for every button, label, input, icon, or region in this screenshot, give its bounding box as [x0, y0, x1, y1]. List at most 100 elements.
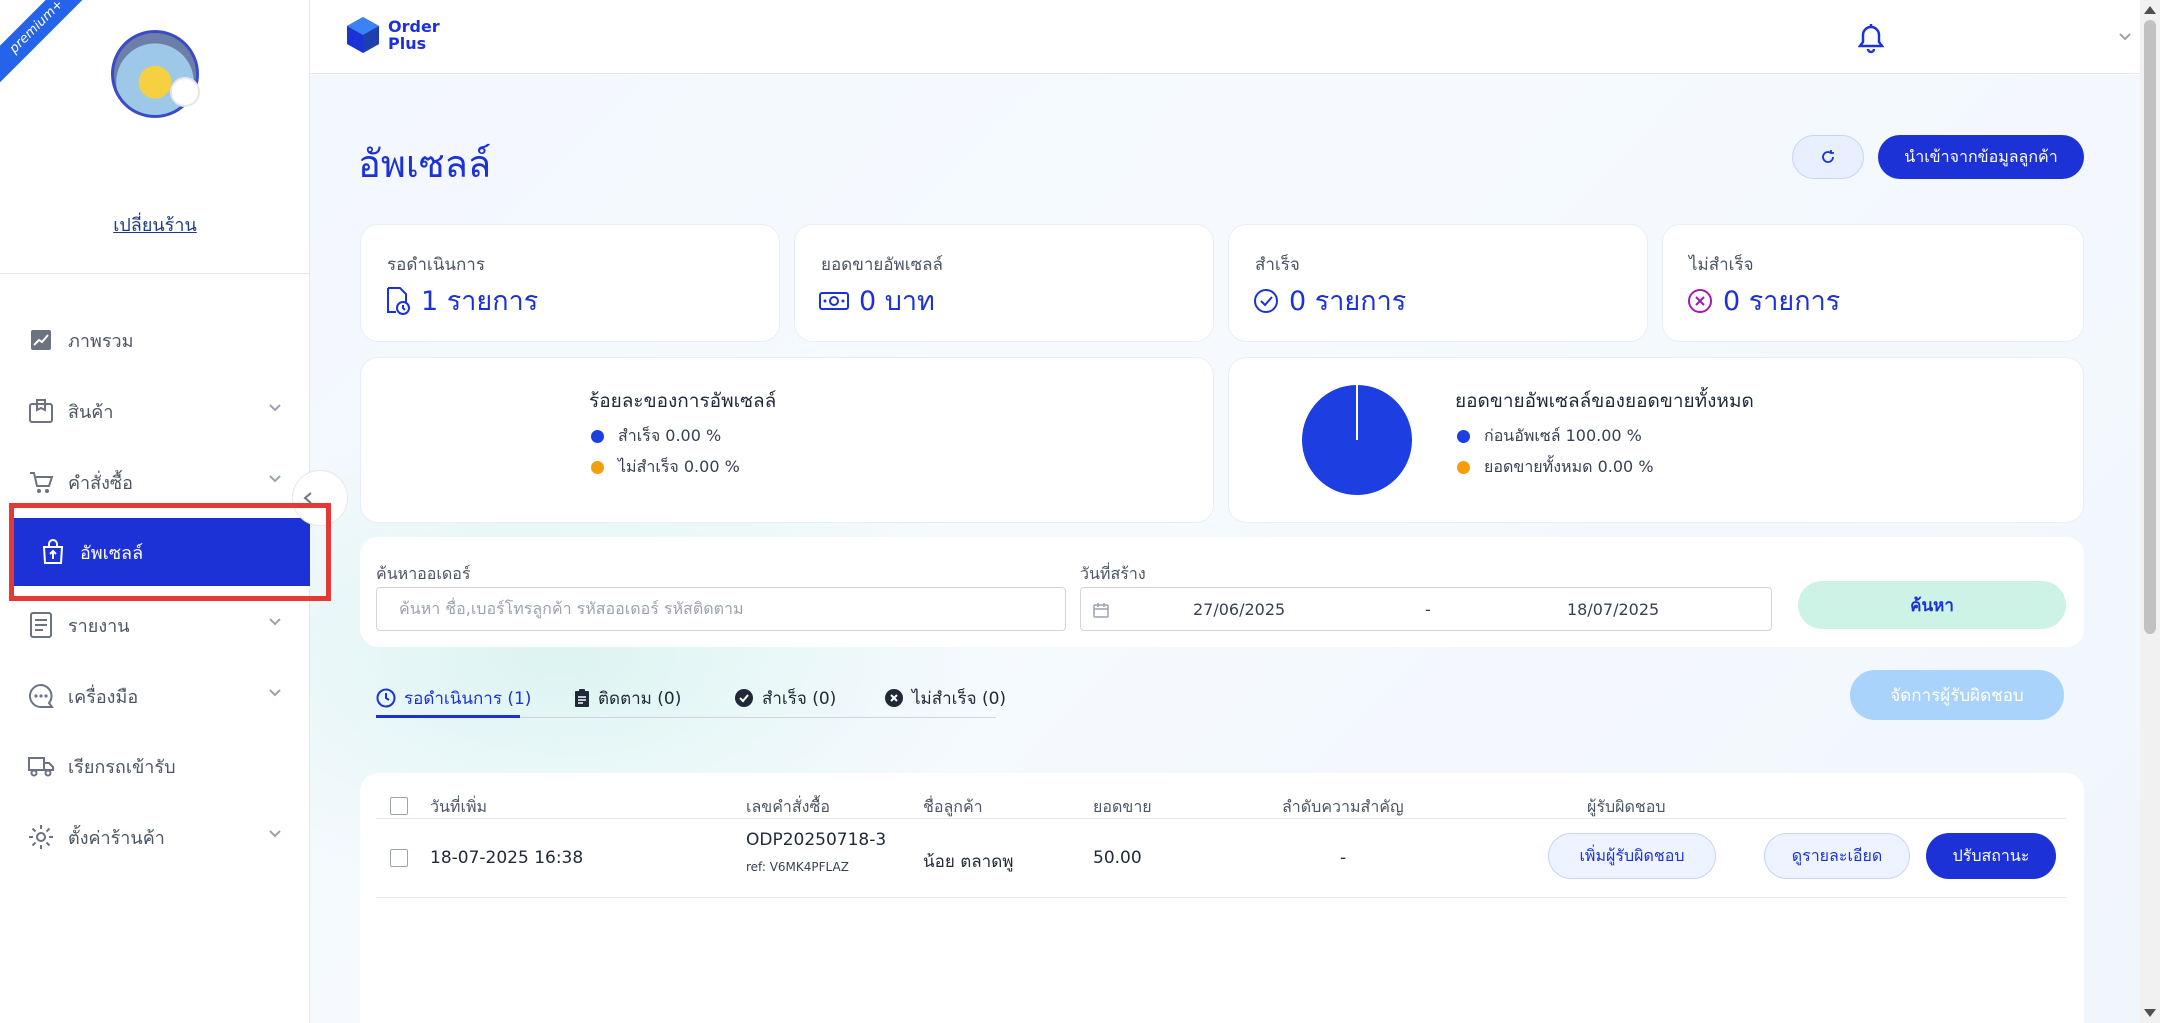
report-icon [28, 612, 54, 638]
legend-item-total-sales: ยอดขายทั้งหมด 0.00 % [1455, 455, 1754, 480]
shop-avatar[interactable] [111, 30, 200, 118]
legend-item-success: สำเร็จ 0.00 % [589, 424, 776, 449]
box-icon [28, 398, 54, 424]
gear-icon [28, 824, 54, 850]
stat-label: รอดำเนินการ [387, 255, 485, 275]
tab-follow-up[interactable]: ติดตาม (0) [574, 680, 681, 716]
search-button[interactable]: ค้นหา [1798, 581, 2066, 629]
date-range-input[interactable]: 27/06/2025 - 18/07/2025 [1080, 587, 1772, 631]
column-header-order-no: เลขคำสั่งซื้อ [746, 797, 830, 816]
sidebar-item-label: อัพเซลล์ [80, 542, 144, 564]
clock-icon [376, 688, 396, 708]
legend-dot [591, 430, 604, 443]
header-divider [376, 818, 2066, 819]
sidebar-item-orders[interactable]: คำสั่งซื้อ [0, 452, 310, 512]
date-separator: - [1425, 599, 1431, 619]
select-all-checkbox[interactable] [390, 797, 408, 815]
premium-ribbon: premium+ [0, 0, 93, 83]
sidebar-divider [0, 273, 310, 274]
refresh-icon [1822, 150, 1834, 163]
sidebar-item-reports[interactable]: รายงาน [0, 595, 310, 655]
sidebar-item-tools[interactable]: เครื่องมือ [0, 666, 310, 726]
row-date: 18-07-2025 16:38 [430, 848, 584, 868]
search-panel: ค้นหาออเดอร์ ค้นหา ชื่อ,เบอร์โทรลูกค้า ร… [360, 537, 2084, 647]
switch-shop-link[interactable]: เปลี่ยนร้าน [113, 215, 197, 236]
tabs-baseline [376, 717, 996, 718]
legend-dot [1457, 461, 1470, 474]
view-details-button[interactable]: ดูรายละเอียด [1764, 833, 1910, 879]
chart-icon [28, 327, 54, 353]
legend-dot [1457, 430, 1470, 443]
sidebar-item-label: สินค้า [68, 401, 114, 423]
upsell-table: วันที่เพิ่ม เลขคำสั่งซื้อ ชื่อลูกค้า ยอด… [360, 773, 2084, 1023]
sidebar-item-settings[interactable]: ตั้งค่าร้านค้า [0, 807, 310, 867]
cart-icon [28, 469, 54, 495]
manage-owners-button[interactable]: จัดการผู้รับผิดชอบ [1850, 670, 2064, 720]
column-header-customer: ชื่อลูกค้า [923, 797, 983, 816]
stat-label: ไม่สำเร็จ [1689, 255, 1754, 275]
sidebar-item-label: เรียกรถเข้ารับ [68, 756, 176, 778]
cash-icon [819, 290, 849, 312]
chat-bubble-icon [28, 683, 54, 709]
sidebar-item-upsell[interactable]: อัพเซลล์ [12, 518, 310, 586]
scroll-down-arrow-icon[interactable] [2142, 1007, 2158, 1019]
stat-value: 1 รายการ [421, 286, 539, 317]
chart-title: ยอดขายอัพเซลล์ของยอดขายทั้งหมด [1455, 390, 1754, 412]
legend-dot [591, 461, 604, 474]
refresh-button[interactable] [1792, 135, 1864, 179]
stat-card-upsell-sales: ยอดขายอัพเซลล์ 0 บาท [794, 224, 1214, 342]
import-from-customers-button[interactable]: นำเข้าจากข้อมูลลูกค้า [1878, 135, 2084, 179]
scroll-up-arrow-icon[interactable] [2142, 4, 2158, 16]
collapse-sidebar-button[interactable] [292, 470, 348, 526]
chevron-down-icon [269, 830, 281, 838]
tab-label: รอดำเนินการ (1) [404, 688, 532, 709]
chevron-down-icon [269, 618, 281, 626]
page-title: อัพเซลล์ [358, 142, 492, 186]
order-plus-logo[interactable]: Order Plus [346, 16, 440, 54]
bell-icon[interactable] [1857, 24, 1885, 58]
active-tab-underline [376, 715, 520, 718]
bag-upsell-icon [40, 539, 66, 565]
legend-label: ยอดขายทั้งหมด 0.00 % [1484, 457, 1654, 476]
chevron-down-icon [269, 475, 281, 483]
stat-value: 0 บาท [859, 286, 935, 317]
legend-label: สำเร็จ 0.00 % [618, 426, 722, 445]
tab-failed[interactable]: ไม่สำเร็จ (0) [884, 680, 1006, 716]
x-circle-icon [1687, 288, 1713, 314]
upsell-share-card: ยอดขายอัพเซลล์ของยอดขายทั้งหมด ก่อนอัพเซ… [1228, 357, 2084, 523]
date-from: 27/06/2025 [1193, 599, 1286, 619]
row-divider [376, 897, 2066, 898]
upsell-share-pie-chart [1302, 385, 1412, 495]
row-order-no[interactable]: ODP20250718-3 [746, 830, 887, 850]
sidebar-item-overview[interactable]: ภาพรวม [0, 310, 310, 370]
upsell-percentage-card: ร้อยละของการอัพเซลล์ สำเร็จ 0.00 % ไม่สำ… [360, 357, 1214, 523]
stat-label: สำเร็จ [1255, 255, 1300, 275]
update-status-button[interactable]: ปรับสถานะ [1926, 833, 2056, 879]
sidebar-item-label: รายงาน [68, 615, 130, 637]
chevron-down-icon[interactable] [2118, 32, 2132, 42]
sidebar-item-label: ตั้งค่าร้านค้า [68, 827, 165, 849]
tab-pending[interactable]: รอดำเนินการ (1) [376, 680, 531, 716]
add-owner-button[interactable]: เพิ่มผู้รับผิดชอบ [1548, 833, 1716, 879]
stat-label: ยอดขายอัพเซลล์ [821, 255, 943, 275]
row-priority: - [1340, 848, 1347, 868]
scrollbar-thumb[interactable] [2144, 20, 2156, 634]
main-content: อัพเซลล์ นำเข้าจากข้อมูลลูกค้า รอดำเนินก… [310, 75, 2140, 1023]
clipboard-icon [574, 688, 590, 708]
legend-label: ก่อนอัพเซล์ 100.00 % [1484, 426, 1642, 445]
cube-logo-icon [347, 17, 379, 53]
chevron-down-icon [269, 689, 281, 697]
x-circle-icon [884, 688, 904, 708]
created-date-label: วันที่สร้าง [1080, 564, 1146, 583]
row-checkbox[interactable] [390, 849, 408, 867]
tab-label: สำเร็จ (0) [762, 688, 837, 709]
order-search-input[interactable]: ค้นหา ชื่อ,เบอร์โทรลูกค้า รหัสออเดอร์ รห… [376, 587, 1066, 631]
sidebar-item-products[interactable]: สินค้า [0, 381, 310, 441]
sidebar-item-pickup[interactable]: เรียกรถเข้ารับ [0, 736, 310, 796]
stat-card-failed: ไม่สำเร็จ 0 รายการ [1662, 224, 2084, 342]
stat-value: 0 รายการ [1289, 286, 1407, 317]
tab-success[interactable]: สำเร็จ (0) [734, 680, 836, 716]
stat-card-success: สำเร็จ 0 รายการ [1228, 224, 1648, 342]
logo-text-line2: Plus [388, 34, 427, 53]
chevron-down-icon [269, 404, 281, 412]
